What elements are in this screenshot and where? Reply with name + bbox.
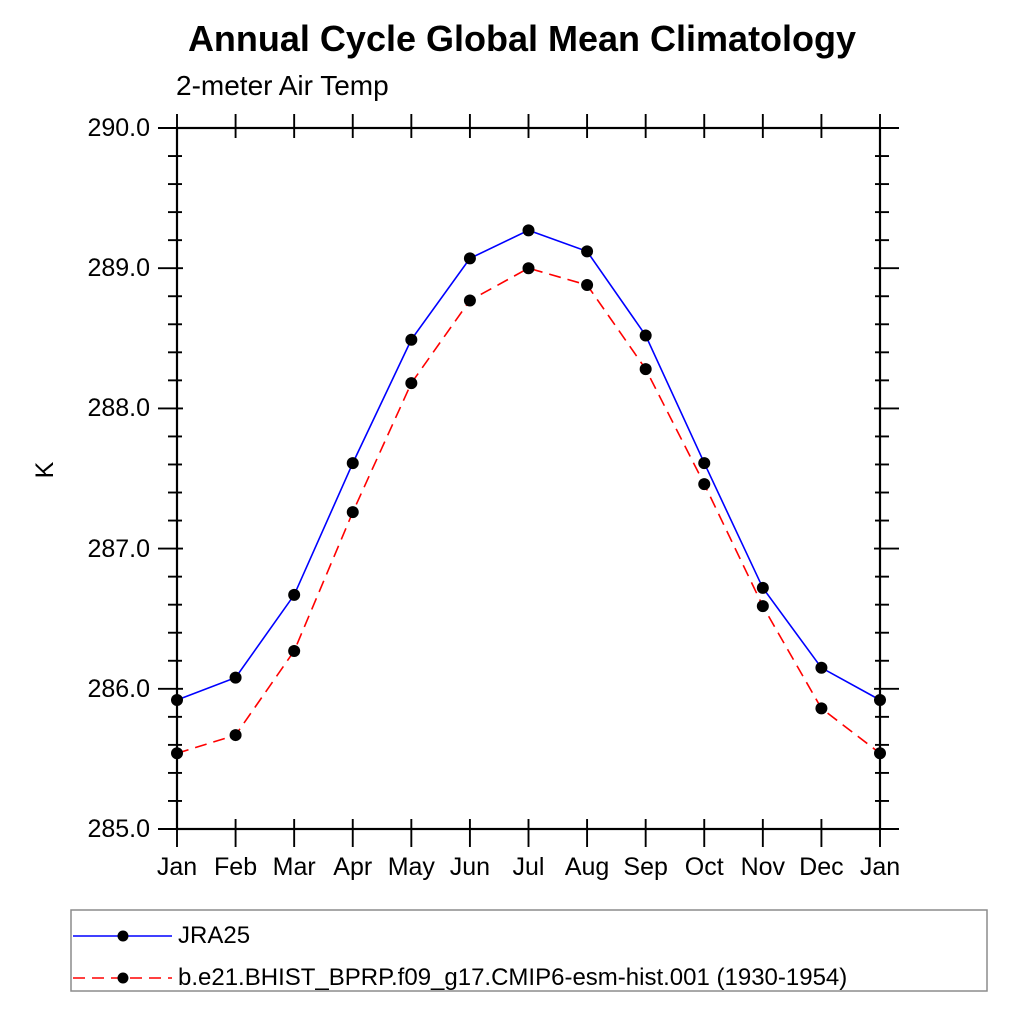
x-tick-label: Mar	[272, 853, 316, 881]
legend-label-0: JRA25	[178, 922, 251, 949]
data-point-marker	[346, 506, 359, 519]
y-tick-label: 289.0	[87, 254, 150, 283]
data-point-marker	[639, 329, 652, 342]
y-tick-label: 287.0	[87, 534, 150, 563]
x-tick-label: Jun	[449, 853, 491, 881]
plot-frame	[175, 126, 882, 831]
legend-box	[70, 909, 988, 992]
data-point-marker	[874, 747, 886, 760]
y-tick-label: 290.0	[87, 114, 150, 142]
data-point-marker	[405, 377, 418, 390]
y-tick-label: 285.0	[87, 815, 150, 843]
legend-marker-1	[117, 972, 129, 984]
y-tick-label: 288.0	[87, 394, 150, 423]
data-point-marker	[756, 581, 769, 594]
y-axis-unit-label: K	[31, 461, 59, 479]
data-point-marker	[639, 363, 652, 376]
chart-subtitle: 2-meter Air Temp	[176, 70, 389, 101]
x-tick-label: Jan	[156, 853, 198, 881]
x-tick-label: May	[387, 853, 435, 881]
data-point-marker	[463, 294, 476, 307]
data-point-marker	[756, 600, 769, 613]
data-point-marker	[405, 333, 418, 346]
x-tick-label: Apr	[333, 853, 373, 881]
data-point-marker	[288, 644, 301, 657]
data-point-marker	[346, 457, 359, 470]
x-tick-label: Feb	[214, 853, 258, 881]
data-point-marker	[698, 457, 711, 470]
data-point-marker	[581, 245, 594, 258]
series-line-1	[176, 267, 881, 755]
data-point-marker	[815, 661, 828, 674]
x-tick-label: Nov	[740, 853, 786, 881]
x-tick-label: Aug	[564, 853, 610, 881]
x-tick-label: Sep	[623, 853, 668, 881]
data-point-marker	[698, 478, 711, 491]
data-point-marker	[229, 671, 242, 684]
x-tick-label: Jul	[512, 853, 545, 881]
x-tick-label: Dec	[799, 853, 844, 881]
data-point-marker	[522, 224, 535, 237]
data-point-marker	[171, 747, 183, 760]
legend-label-1: b.e21.BHIST_BPRP.f09_g17.CMIP6-esm-hist.…	[178, 964, 848, 991]
data-point-marker	[522, 262, 535, 275]
data-point-marker	[171, 694, 183, 707]
y-tick-label: 286.0	[87, 674, 150, 703]
data-point-marker	[874, 694, 886, 707]
data-point-marker	[288, 588, 301, 601]
x-tick-label: Jan	[859, 853, 901, 881]
data-point-marker	[581, 279, 594, 292]
data-point-marker	[815, 702, 828, 715]
data-point-marker	[463, 252, 476, 265]
series-line-0	[176, 229, 881, 701]
data-point-marker	[229, 729, 242, 742]
x-tick-label: Oct	[684, 853, 724, 881]
chart-title: Annual Cycle Global Mean Climatology	[187, 18, 857, 59]
legend-marker-0	[117, 930, 129, 942]
